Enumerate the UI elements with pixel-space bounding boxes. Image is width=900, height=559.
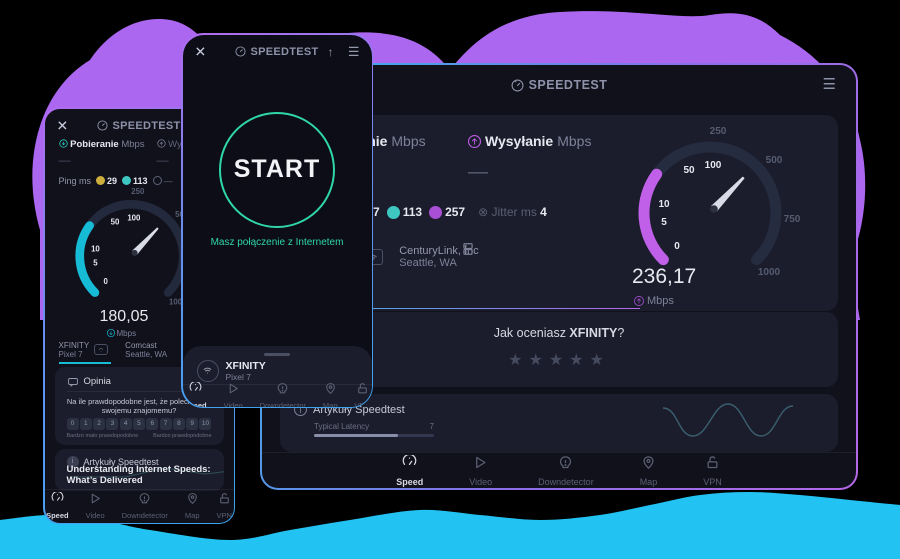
svg-text:500: 500 bbox=[766, 155, 783, 166]
svg-text:5: 5 bbox=[93, 258, 98, 267]
svg-text:5: 5 bbox=[661, 217, 667, 228]
svg-text:50: 50 bbox=[110, 217, 119, 226]
svg-text:100: 100 bbox=[705, 160, 722, 171]
svg-text:0: 0 bbox=[103, 277, 108, 286]
svg-text:50: 50 bbox=[683, 165, 695, 176]
svg-text:10: 10 bbox=[91, 244, 100, 253]
svg-text:10: 10 bbox=[658, 199, 670, 210]
svg-text:250: 250 bbox=[710, 126, 727, 137]
svg-text:1000: 1000 bbox=[758, 267, 781, 278]
svg-text:750: 750 bbox=[784, 214, 801, 225]
svg-text:0: 0 bbox=[674, 241, 680, 252]
svg-text:100: 100 bbox=[127, 213, 141, 222]
svg-text:250: 250 bbox=[131, 187, 145, 196]
